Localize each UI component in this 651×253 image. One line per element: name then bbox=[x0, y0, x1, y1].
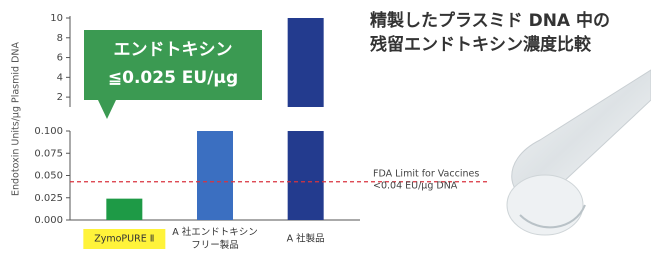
bar bbox=[288, 131, 324, 220]
bar-upper bbox=[288, 18, 324, 107]
y-axis-title: Endotoxin Units/µg Plasmid DNA bbox=[11, 41, 22, 196]
y-tick-label: 6 bbox=[57, 53, 63, 64]
y-tick-label: 0.100 bbox=[34, 126, 63, 137]
x-tick-label: ZymoPURE Ⅱ bbox=[94, 234, 154, 245]
pipette-image bbox=[507, 70, 651, 235]
y-tick-label: 0.050 bbox=[34, 171, 63, 182]
x-tick-label: フリー製品 bbox=[191, 239, 239, 251]
chart-title: 精製したプラスミド DNA 中の bbox=[370, 10, 610, 31]
y-tick-label: 0.025 bbox=[34, 193, 63, 204]
y-tick-label: 10 bbox=[50, 13, 63, 24]
x-tick-label: A 社製品 bbox=[287, 233, 325, 245]
reference-label: FDA Limit for Vaccines bbox=[373, 169, 479, 180]
chart-title: 残留エンドトキシン濃度比較 bbox=[370, 34, 592, 55]
bar bbox=[197, 131, 233, 220]
y-tick-label: 2 bbox=[57, 92, 63, 103]
y-tick-label: 0.000 bbox=[34, 215, 63, 226]
callout-text: ≦0.025 EU/µg bbox=[108, 68, 238, 88]
y-tick-label: 0.075 bbox=[34, 148, 63, 159]
callout-text: エンドトキシン bbox=[114, 40, 233, 60]
reference-label: <0.04 EU/µg DNA bbox=[373, 181, 458, 192]
y-tick-label: 8 bbox=[57, 33, 63, 44]
x-tick-label: A 社エンドトキシン bbox=[172, 226, 258, 238]
chart: Endotoxin Units/µg Plasmid DNA 2 4 6 8 10 0.00… bbox=[0, 0, 651, 253]
bar bbox=[106, 199, 142, 220]
y-tick-label: 4 bbox=[57, 72, 63, 83]
